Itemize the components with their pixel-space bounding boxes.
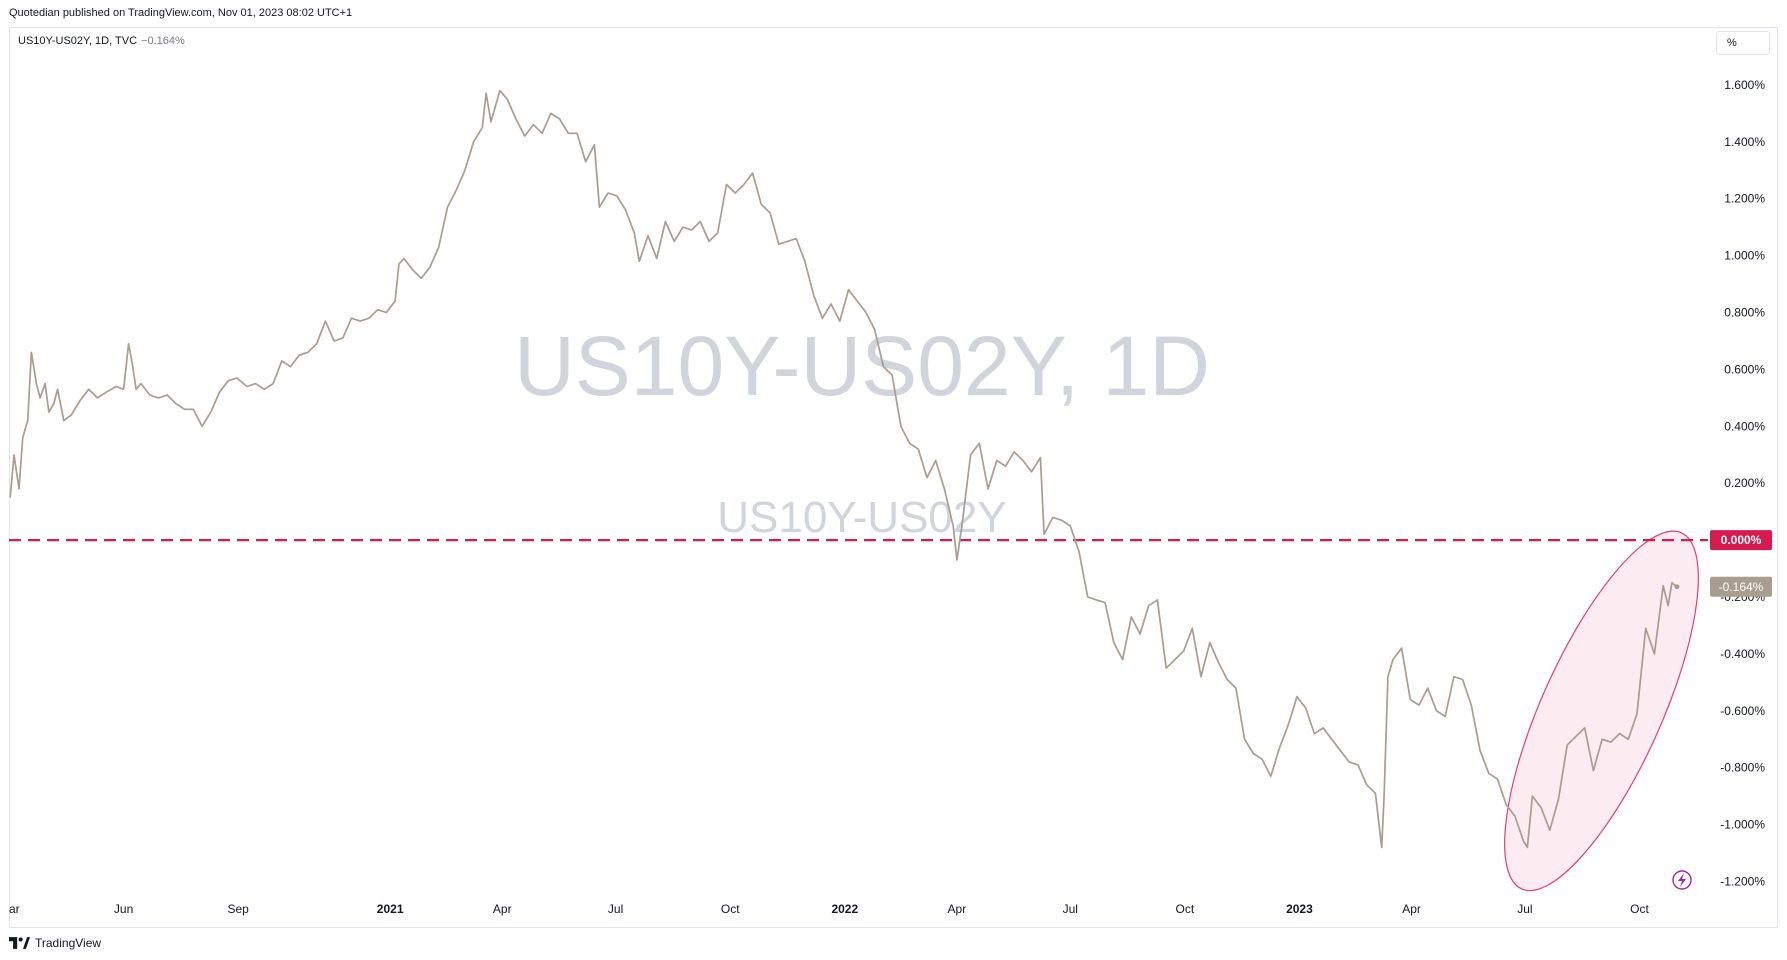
tradingview-logo-icon: [9, 937, 30, 949]
x-tick-label: Apr: [493, 902, 512, 916]
published-by-line: Quotedian published on TradingView.com, …: [9, 7, 353, 19]
last-value-dot: [1674, 584, 1680, 590]
x-tick-label: ar: [9, 902, 20, 916]
y-tick-label: -0.400%: [1720, 647, 1765, 661]
chart-frame[interactable]: [9, 27, 1778, 928]
x-tick-label: 2023: [1286, 902, 1313, 916]
y-tick-label: -0.800%: [1720, 761, 1765, 775]
y-tick-label: 0.400%: [1724, 419, 1765, 433]
x-tick-label: Apr: [948, 902, 967, 916]
x-tick-label: Oct: [721, 902, 740, 916]
legend-change: −0.164%: [141, 35, 185, 47]
zero-value-badge-label: 0.000%: [1721, 533, 1762, 547]
y-axis[interactable]: 1.600% 1.400% 1.200% 1.000% 0.800% 0.600% 0.40…: [1720, 78, 1765, 889]
x-tick-label: Oct: [1630, 902, 1649, 916]
x-tick-label: Apr: [1402, 902, 1421, 916]
series-line-us10y-us02y: [9, 89, 1678, 849]
highlight-ellipse: [1504, 530, 1699, 892]
y-tick-label: -1.200%: [1720, 875, 1765, 889]
x-tick-label: 2021: [377, 902, 404, 916]
x-tick-label: Jul: [1063, 902, 1078, 916]
y-tick-label: 0.600%: [1724, 362, 1765, 376]
y-tick-label: -1.000%: [1720, 818, 1765, 832]
zero-value-badge: 0.000%: [1710, 530, 1772, 551]
x-tick-label: 2022: [831, 902, 858, 916]
last-value-badge-label: -0.164%: [1719, 580, 1764, 594]
y-tick-label: 0.800%: [1724, 306, 1765, 320]
watermark-main: US10Y-US02Y, 1D: [514, 319, 1210, 413]
legend-symbol: US10Y-US02Y, 1D, TVC: [18, 35, 138, 47]
x-tick-label: Jul: [1517, 902, 1532, 916]
x-tick-label: Jun: [114, 902, 133, 916]
tradingview-brand[interactable]: TradingView: [9, 936, 101, 950]
y-tick-label: 1.600%: [1724, 78, 1765, 92]
x-tick-label: Sep: [228, 902, 250, 916]
brand-name: TradingView: [35, 936, 102, 950]
x-axis[interactable]: ar Jun Sep 2021 Apr Jul Oct 2022 Apr Jul Oct 2023 Ap…: [9, 902, 1649, 916]
x-tick-label: Oct: [1176, 902, 1195, 916]
lightning-bolt-icon[interactable]: [1672, 870, 1692, 890]
y-tick-label: 0.200%: [1724, 476, 1765, 490]
last-value-badge: -0.164%: [1710, 576, 1772, 597]
price-scale-unit-toggle[interactable]: %: [1716, 31, 1770, 55]
y-tick-label: 1.400%: [1724, 135, 1765, 149]
y-tick-label: 1.200%: [1724, 192, 1765, 206]
x-tick-label: Jul: [608, 902, 623, 916]
symbol-legend[interactable]: US10Y-US02Y, 1D, TVC −0.164%: [18, 35, 185, 47]
y-tick-label: -0.600%: [1720, 704, 1765, 718]
y-tick-label: 1.000%: [1724, 249, 1765, 263]
watermark-sub: US10Y-US02Y: [717, 493, 1006, 542]
